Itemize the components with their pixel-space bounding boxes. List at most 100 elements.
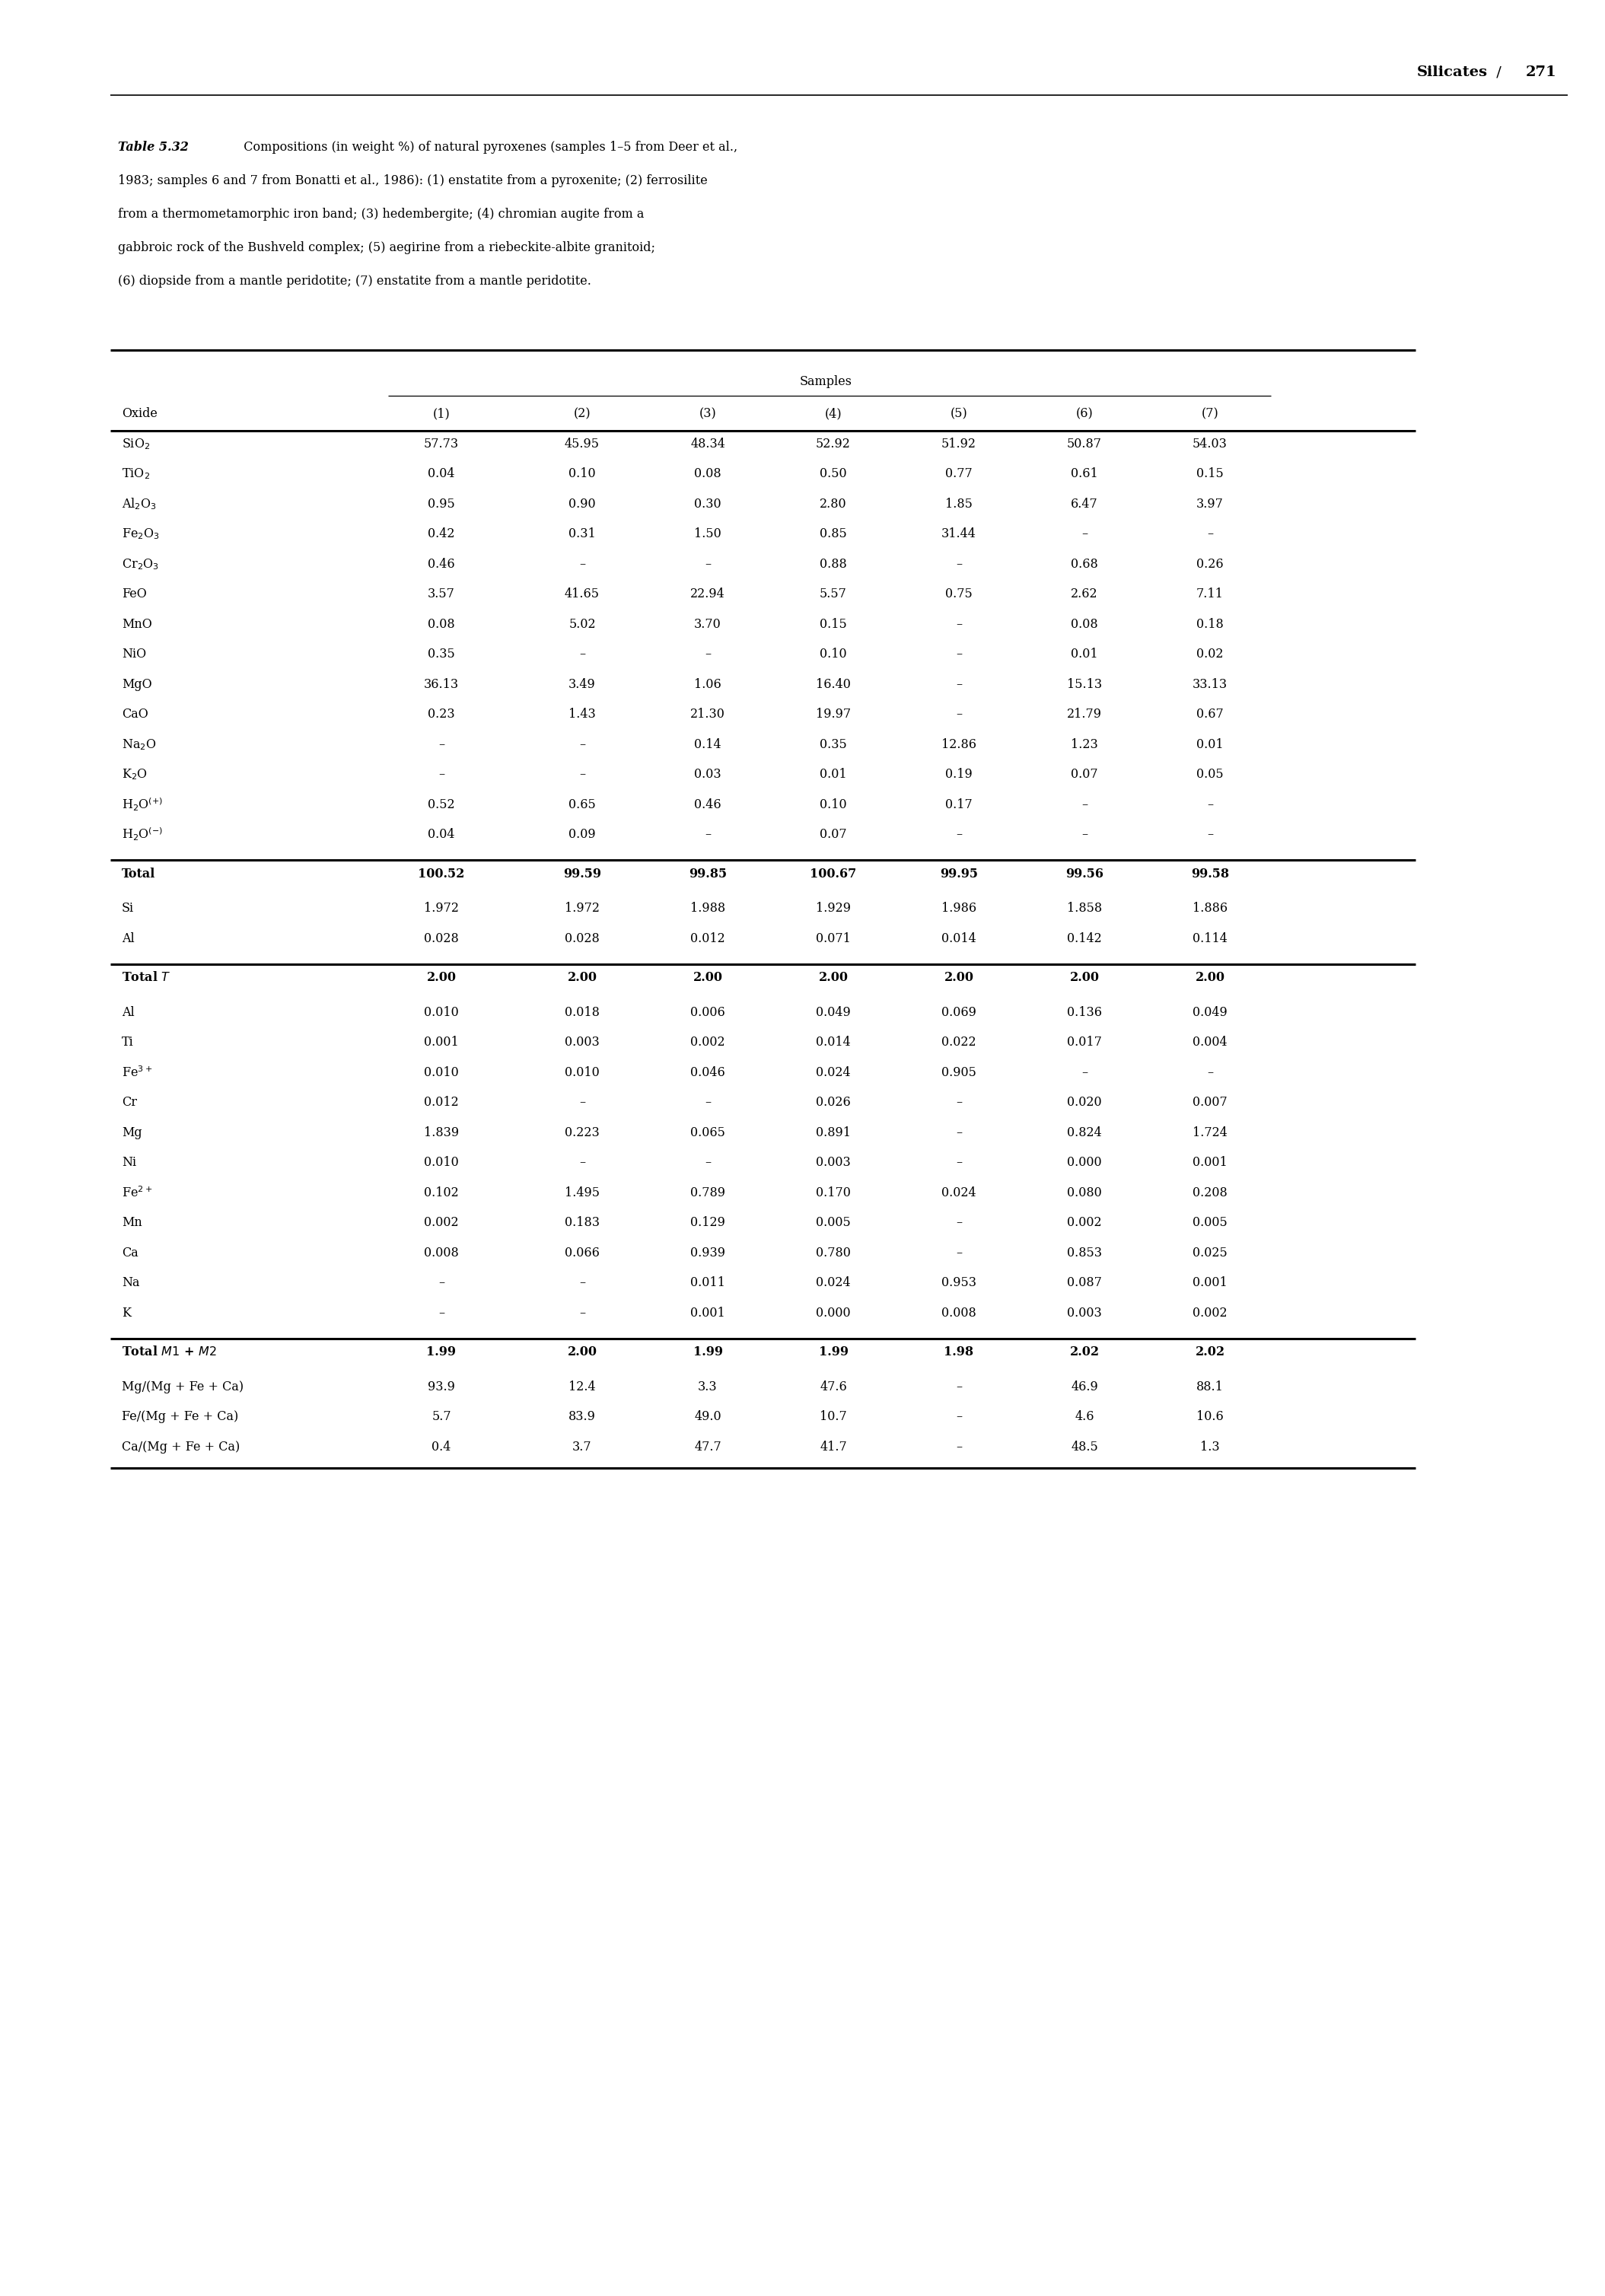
Text: 21.30: 21.30 [690, 707, 725, 721]
Text: 0.31: 0.31 [568, 528, 595, 540]
Text: –: – [957, 1217, 961, 1228]
Text: Ni: Ni [122, 1157, 136, 1169]
Text: 0.002: 0.002 [1067, 1217, 1101, 1228]
Text: 0.017: 0.017 [1067, 1035, 1103, 1049]
Text: –: – [705, 647, 711, 661]
Text: –: – [1082, 1065, 1088, 1079]
Text: 1.858: 1.858 [1067, 902, 1103, 916]
Text: 2.80: 2.80 [820, 498, 847, 510]
Text: Fe$^{2+}$: Fe$^{2+}$ [122, 1185, 152, 1201]
Text: 0.75: 0.75 [945, 588, 973, 602]
Text: SiO$_2$: SiO$_2$ [122, 436, 151, 450]
Text: from a thermometamorphic iron band; (3) hedembergite; (4) chromian augite from a: from a thermometamorphic iron band; (3) … [117, 207, 644, 220]
Text: 83.9: 83.9 [568, 1410, 595, 1424]
Text: 22.94: 22.94 [690, 588, 725, 602]
Text: 0.208: 0.208 [1193, 1187, 1228, 1199]
Text: 0.049: 0.049 [815, 1006, 851, 1019]
Text: 0.14: 0.14 [695, 737, 721, 751]
Text: 100.67: 100.67 [811, 868, 857, 879]
Text: 0.35: 0.35 [429, 647, 454, 661]
Text: 12.4: 12.4 [568, 1380, 595, 1394]
Text: (7): (7) [1202, 406, 1218, 420]
Text: 93.9: 93.9 [429, 1380, 456, 1394]
Text: Oxide: Oxide [122, 406, 157, 420]
Text: 48.34: 48.34 [690, 439, 725, 450]
Text: Fe$_2$O$_3$: Fe$_2$O$_3$ [122, 528, 159, 542]
Text: Ti: Ti [122, 1035, 133, 1049]
Text: 0.953: 0.953 [942, 1277, 976, 1290]
Text: 0.26: 0.26 [1196, 558, 1223, 572]
Text: CaO: CaO [122, 707, 148, 721]
Text: 51.92: 51.92 [942, 439, 976, 450]
Text: 0.024: 0.024 [815, 1277, 851, 1290]
Text: 6.47: 6.47 [1071, 498, 1098, 510]
Text: 0.014: 0.014 [942, 932, 976, 946]
Text: MnO: MnO [122, 618, 152, 631]
Text: Al: Al [122, 932, 135, 946]
Text: 1.495: 1.495 [565, 1187, 600, 1199]
Text: –: – [957, 647, 961, 661]
Text: 1.724: 1.724 [1193, 1125, 1228, 1139]
Text: 0.028: 0.028 [424, 932, 459, 946]
Text: 2.00: 2.00 [427, 971, 456, 985]
Text: 0.002: 0.002 [1193, 1306, 1228, 1320]
Text: Silicates: Silicates [1417, 67, 1488, 78]
Text: 0.08: 0.08 [1071, 618, 1098, 631]
Text: Total: Total [122, 868, 156, 879]
Text: 0.95: 0.95 [429, 498, 454, 510]
Text: –: – [957, 677, 961, 691]
Text: H$_2$O$^{(-)}$: H$_2$O$^{(-)}$ [122, 827, 164, 843]
Text: 1.98: 1.98 [944, 1345, 974, 1359]
Text: –: – [705, 1157, 711, 1169]
Text: Samples: Samples [799, 377, 852, 388]
Text: 0.88: 0.88 [820, 558, 847, 572]
Text: 0.008: 0.008 [942, 1306, 976, 1320]
Text: Mg/(Mg + Fe + Ca): Mg/(Mg + Fe + Ca) [122, 1380, 244, 1394]
Text: 0.005: 0.005 [1193, 1217, 1228, 1228]
Text: 1.929: 1.929 [815, 902, 851, 916]
Text: 0.939: 0.939 [690, 1247, 725, 1258]
Text: 1.43: 1.43 [568, 707, 595, 721]
Text: 41.7: 41.7 [820, 1440, 847, 1453]
Text: Mn: Mn [122, 1217, 143, 1228]
Text: 0.001: 0.001 [424, 1035, 459, 1049]
Text: 3.49: 3.49 [568, 677, 595, 691]
Text: 12.86: 12.86 [942, 737, 976, 751]
Text: 2.00: 2.00 [1069, 971, 1099, 985]
Text: 0.170: 0.170 [815, 1187, 851, 1199]
Text: 0.853: 0.853 [1067, 1247, 1103, 1258]
Text: 0.891: 0.891 [815, 1125, 851, 1139]
Text: 0.028: 0.028 [565, 932, 600, 946]
Text: 0.52: 0.52 [429, 799, 454, 810]
Text: 31.44: 31.44 [942, 528, 976, 540]
Text: Al: Al [122, 1006, 135, 1019]
Text: 0.010: 0.010 [424, 1065, 459, 1079]
Text: 1.986: 1.986 [942, 902, 976, 916]
Text: 57.73: 57.73 [424, 439, 459, 450]
Text: 88.1: 88.1 [1196, 1380, 1223, 1394]
Text: 0.002: 0.002 [424, 1217, 459, 1228]
Text: 0.824: 0.824 [1067, 1125, 1103, 1139]
Text: 1.988: 1.988 [690, 902, 725, 916]
Text: –: – [705, 829, 711, 840]
Text: –: – [579, 737, 586, 751]
Text: 0.066: 0.066 [565, 1247, 600, 1258]
Text: 5.7: 5.7 [432, 1410, 451, 1424]
Text: 0.024: 0.024 [942, 1187, 976, 1199]
Text: 1.99: 1.99 [693, 1345, 722, 1359]
Text: 0.004: 0.004 [1193, 1035, 1228, 1049]
Text: 1.839: 1.839 [424, 1125, 459, 1139]
Text: 1.23: 1.23 [1071, 737, 1098, 751]
Text: 0.020: 0.020 [1067, 1095, 1101, 1109]
Text: 48.5: 48.5 [1071, 1440, 1098, 1453]
Text: –: – [705, 558, 711, 572]
Text: –: – [579, 1157, 586, 1169]
Text: –: – [957, 1247, 961, 1258]
Text: NiO: NiO [122, 647, 146, 661]
Text: 0.17: 0.17 [945, 799, 973, 810]
Text: 0.02: 0.02 [1196, 647, 1223, 661]
Text: 0.011: 0.011 [690, 1277, 725, 1290]
Text: 0.04: 0.04 [429, 829, 454, 840]
Text: 0.03: 0.03 [695, 769, 721, 781]
Text: 0.001: 0.001 [1193, 1277, 1228, 1290]
